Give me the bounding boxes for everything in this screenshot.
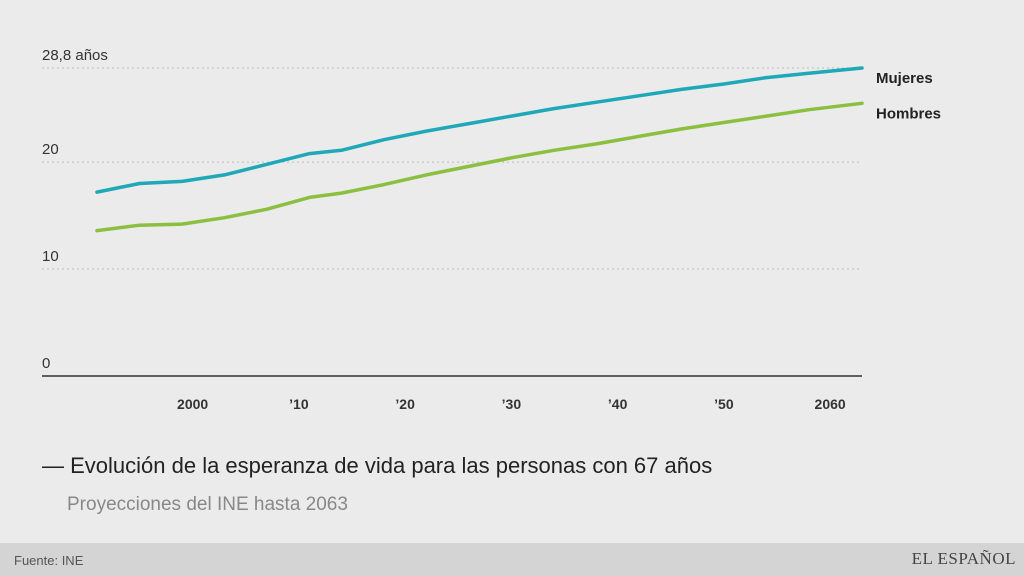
footer-bar: Fuente: INE EL ESPAÑOL xyxy=(0,543,1024,576)
y-tick-label: 28,8 años xyxy=(42,47,108,64)
x-tick-label: 2000 xyxy=(177,396,208,412)
x-tick-label: ’40 xyxy=(608,396,628,412)
series-label-hombres: Hombres xyxy=(876,105,941,122)
x-tick-label: 2060 xyxy=(815,396,846,412)
brand-logo: EL ESPAÑOL xyxy=(911,549,1016,568)
series-line-mujeres xyxy=(95,66,864,194)
chart-subtitle: Proyecciones del INE hasta 2063 xyxy=(67,494,348,515)
x-tick-label: ’50 xyxy=(714,396,734,412)
x-tick-label: ’10 xyxy=(289,396,309,412)
y-tick-label: 0 xyxy=(42,355,50,372)
x-tick-label: ’20 xyxy=(395,396,415,412)
chart-title: — Evolución de la esperanza de vida para… xyxy=(42,453,713,478)
series-label-mujeres: Mujeres xyxy=(876,70,933,87)
y-tick-label: 20 xyxy=(42,141,59,158)
series-line-hombres xyxy=(95,101,864,233)
x-tick-label: ’30 xyxy=(502,396,522,412)
source-note: Fuente: INE xyxy=(14,553,84,568)
y-tick-label: 10 xyxy=(42,248,59,265)
